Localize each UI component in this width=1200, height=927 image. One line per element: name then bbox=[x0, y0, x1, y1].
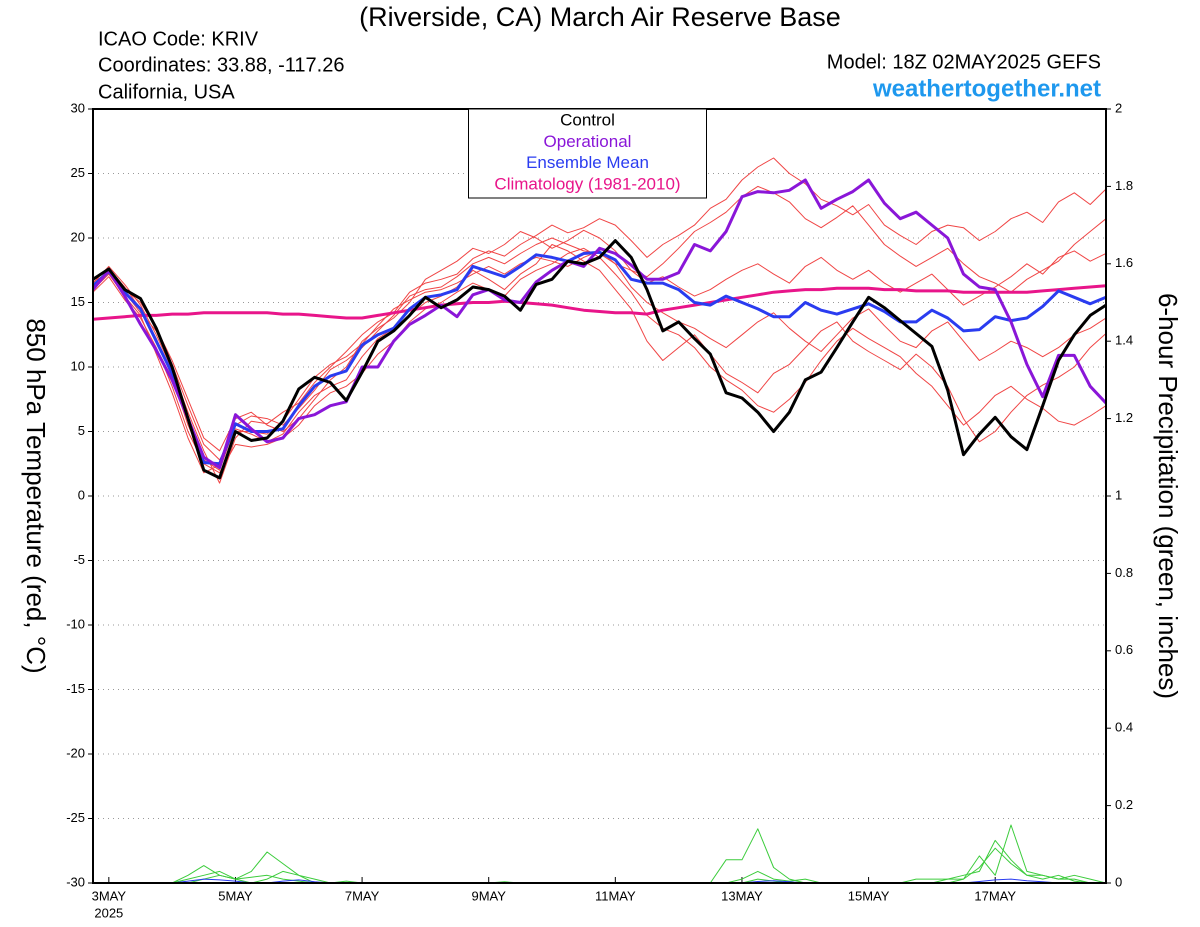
precip-line bbox=[93, 847, 1106, 883]
y2-tick-label: 1.4 bbox=[1115, 333, 1133, 348]
member-line bbox=[93, 157, 1106, 484]
y-tick-label: 20 bbox=[71, 229, 85, 244]
legend-entry: Climatology (1981-2010) bbox=[494, 174, 680, 193]
y-tick-label: 25 bbox=[71, 165, 85, 180]
series-line bbox=[93, 239, 1106, 480]
y2-tick-label: 0.4 bbox=[1115, 720, 1133, 735]
info-line: Coordinates: 33.88, -117.26 bbox=[98, 54, 344, 76]
y2-tick-label: 1.6 bbox=[1115, 255, 1133, 270]
x-tick-label: 3MAY bbox=[92, 888, 127, 903]
member-line bbox=[93, 185, 1106, 452]
info-line: ICAO Code: KRIV bbox=[98, 28, 259, 50]
y-tick-label: 30 bbox=[71, 100, 85, 115]
plot-area bbox=[93, 157, 1106, 883]
y-tick-label: 0 bbox=[78, 487, 85, 502]
legend-box bbox=[468, 108, 707, 199]
series-line bbox=[93, 284, 1106, 321]
y-tick-label: -15 bbox=[66, 681, 85, 696]
y-tick-label: -30 bbox=[66, 874, 85, 889]
member-line bbox=[93, 247, 1106, 474]
y-tick-label: 15 bbox=[71, 294, 85, 309]
x-tick-label: 5MAY bbox=[218, 888, 253, 903]
y-tick-label: 10 bbox=[71, 358, 85, 373]
x-year-label: 2025 bbox=[94, 905, 123, 920]
x-tick-label: 9MAY bbox=[471, 888, 506, 903]
x-tick-label: 17MAY bbox=[974, 888, 1016, 903]
y2-tick-label: 1.8 bbox=[1115, 178, 1133, 193]
y2-axis-label: 6-hour Precipitation (green, inches) bbox=[1153, 293, 1183, 699]
legend-entry: Operational bbox=[544, 132, 632, 151]
precip-line bbox=[93, 839, 1106, 883]
x-tick-label: 15MAY bbox=[848, 888, 890, 903]
y-tick-label: -25 bbox=[66, 810, 85, 825]
site-label: weathertogether.net bbox=[872, 75, 1101, 102]
legend-entry: Control bbox=[560, 110, 615, 129]
y-tick-label: 5 bbox=[78, 423, 85, 438]
y2-tick-label: 0.8 bbox=[1115, 565, 1133, 580]
y-tick-label: -10 bbox=[66, 616, 85, 631]
model-label: Model: 18Z 02MAY2025 GEFS bbox=[827, 51, 1101, 73]
precip-line bbox=[93, 824, 1106, 883]
y-tick-label: -20 bbox=[66, 745, 85, 760]
y-axis-label: 850 hPa Temperature (red, °C) bbox=[21, 318, 51, 673]
y2-tick-label: 0 bbox=[1115, 874, 1122, 889]
y2-tick-label: 0.2 bbox=[1115, 797, 1133, 812]
chart-title: (Riverside, CA) March Air Reserve Base bbox=[359, 2, 841, 32]
y2-tick-label: 0.6 bbox=[1115, 642, 1133, 657]
info-line: California, USA bbox=[98, 81, 235, 103]
y2-tick-label: 1 bbox=[1115, 487, 1122, 502]
plot-frame bbox=[92, 108, 1107, 884]
x-tick-label: 11MAY bbox=[595, 888, 636, 903]
x-tick-label: 7MAY bbox=[345, 888, 380, 903]
y2-tick-label: 2 bbox=[1115, 100, 1122, 115]
y-tick-label: -5 bbox=[73, 552, 85, 567]
x-tick-label: 13MAY bbox=[721, 888, 763, 903]
legend-entry: Ensemble Mean bbox=[526, 153, 649, 172]
series-line bbox=[93, 250, 1106, 466]
y2-tick-label: 1.2 bbox=[1115, 410, 1133, 425]
